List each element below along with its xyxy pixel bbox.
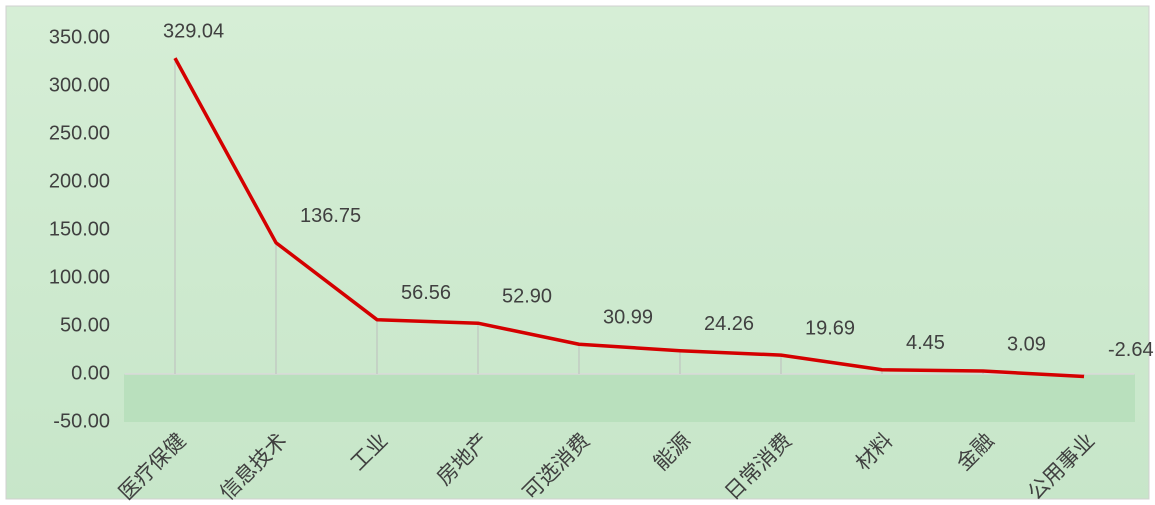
y-tick-label: 0.00 bbox=[71, 362, 110, 384]
y-tick-label: -50.00 bbox=[53, 410, 110, 432]
negative-band bbox=[124, 374, 1135, 422]
data-label: -2.64 bbox=[1108, 339, 1154, 361]
data-label: 30.99 bbox=[603, 307, 653, 329]
data-label: 56.56 bbox=[401, 282, 451, 304]
y-tick-label: 100.00 bbox=[49, 266, 110, 288]
y-tick-label: 200.00 bbox=[49, 170, 110, 192]
y-tick-label: 350.00 bbox=[49, 26, 110, 48]
data-label: 19.69 bbox=[805, 317, 855, 339]
data-label: 329.04 bbox=[163, 20, 224, 42]
data-label: 4.45 bbox=[906, 332, 945, 354]
data-label: 136.75 bbox=[300, 205, 361, 227]
y-tick-label: 150.00 bbox=[49, 218, 110, 240]
background bbox=[5, 5, 1150, 500]
y-tick-label: 50.00 bbox=[60, 314, 110, 336]
series-line bbox=[173, 57, 1085, 379]
data-label: 3.09 bbox=[1007, 333, 1046, 355]
data-label: 52.90 bbox=[502, 285, 552, 307]
data-label: 24.26 bbox=[704, 313, 754, 335]
y-tick-label: 300.00 bbox=[49, 74, 110, 96]
y-tick-label: 250.00 bbox=[49, 122, 110, 144]
